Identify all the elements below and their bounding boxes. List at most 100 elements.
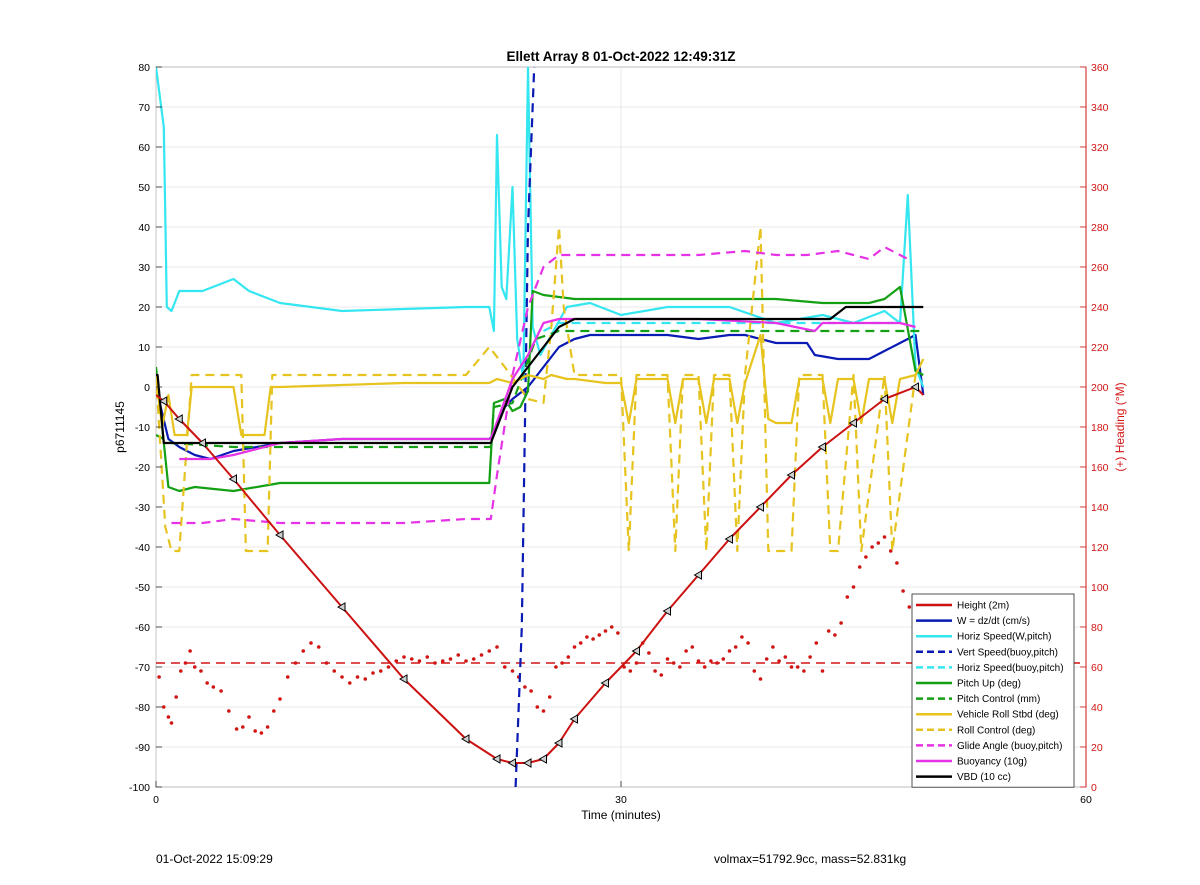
series-line — [542, 321, 900, 332]
heading-point — [166, 715, 171, 719]
heading-point — [174, 695, 178, 699]
height-marker — [817, 442, 826, 452]
heading-point — [727, 649, 732, 653]
heading-point — [316, 645, 321, 649]
height-marker — [879, 394, 888, 404]
tick-label-left: 40 — [138, 222, 150, 234]
height-marker — [693, 570, 702, 580]
height-marker — [848, 418, 857, 428]
height-marker — [569, 714, 578, 724]
tick-label-left: -20 — [135, 462, 150, 474]
tick-label-left: -50 — [135, 582, 150, 594]
tick-label-left: -60 — [135, 622, 150, 634]
heading-point — [219, 689, 223, 693]
heading-point — [179, 669, 183, 673]
heading-point — [495, 645, 499, 649]
heading-point — [309, 641, 313, 645]
legend-label: Height (2m) — [957, 601, 1009, 612]
tick-label-left: -40 — [135, 542, 150, 554]
heading-point — [247, 715, 251, 719]
height-marker — [174, 414, 183, 424]
heading-point — [355, 675, 360, 679]
heading-point — [301, 649, 306, 653]
heading-point — [603, 629, 608, 633]
heading-point — [448, 657, 453, 661]
heading-point — [845, 595, 850, 599]
heading-point — [578, 641, 583, 645]
height-marker — [507, 758, 516, 768]
heading-point — [227, 709, 231, 713]
heading-point — [839, 621, 843, 625]
heading-point — [471, 657, 476, 661]
heading-point — [487, 649, 492, 653]
heading-point — [702, 665, 707, 669]
heading-point — [409, 657, 414, 661]
heading-point — [278, 697, 282, 701]
heading-point — [696, 659, 701, 663]
heading-point — [857, 565, 862, 569]
heading-point — [851, 585, 856, 589]
heading-point — [340, 675, 344, 679]
height-marker — [600, 678, 609, 688]
heading-point — [647, 651, 651, 655]
heading-point — [535, 705, 540, 709]
heading-point — [820, 669, 825, 673]
heading-point — [259, 731, 264, 735]
heading-point — [440, 659, 445, 663]
series-line — [156, 329, 924, 449]
heading-point — [566, 655, 571, 659]
y-axis-label-left: p6711145 — [113, 401, 127, 453]
heading-point — [771, 645, 775, 649]
chart-title: Ellett Array 8 01-Oct-2022 12:49:31Z — [506, 49, 735, 64]
heading-point — [363, 677, 368, 681]
heading-point — [523, 685, 527, 689]
heading-point — [192, 665, 197, 669]
series-line — [156, 333, 925, 437]
x-axis-label: Time (minutes) — [581, 808, 661, 822]
series-line — [156, 225, 917, 553]
series-line — [156, 333, 925, 461]
heading-point — [585, 635, 589, 639]
tick-label-right: 40 — [1091, 702, 1103, 714]
footer-vehicle-info: volmax=51792.9cc, mass=52.831kg — [714, 852, 907, 866]
tick-label-right: 140 — [1091, 502, 1109, 514]
axes: 80706050403020100-10-20-30-40-50-60-70-8… — [129, 62, 1109, 806]
heading-point — [347, 681, 352, 685]
tick-label-right: 340 — [1091, 102, 1109, 114]
tick-label-left: -30 — [135, 502, 150, 514]
heading-point — [169, 721, 174, 725]
tick-label-right: 220 — [1091, 342, 1109, 354]
series-layer — [156, 67, 1086, 787]
legend-label: Horiz Speed(W,pitch) — [957, 632, 1051, 643]
heading-point — [332, 669, 337, 673]
heading-point — [479, 653, 484, 657]
heading-point — [464, 659, 468, 663]
heading-point — [678, 665, 682, 669]
footer-timestamp: 01-Oct-2022 15:09:29 — [156, 852, 273, 866]
heading-point — [758, 677, 763, 681]
tick-label-right: 200 — [1091, 382, 1109, 394]
heading-point — [241, 725, 245, 729]
heading-point — [882, 535, 887, 539]
heading-point — [895, 561, 899, 565]
height-marker — [491, 754, 501, 764]
heading-point — [378, 669, 383, 673]
tick-label-x: 30 — [615, 794, 627, 806]
heading-point — [572, 645, 577, 649]
tick-label-right: 300 — [1091, 182, 1109, 194]
tick-label-right: 60 — [1091, 662, 1103, 674]
height-marker — [228, 474, 237, 484]
heading-point — [665, 657, 670, 661]
heading-point — [888, 549, 893, 553]
series-line — [156, 285, 924, 493]
tick-label-left: 20 — [138, 302, 150, 314]
heading-point — [554, 665, 558, 669]
height-marker — [197, 438, 206, 448]
height-marker — [910, 382, 919, 392]
heading-point — [746, 641, 750, 645]
heading-point — [371, 671, 375, 675]
height-marker — [522, 758, 532, 768]
heading-point — [456, 653, 461, 657]
tick-label-left: 60 — [138, 142, 150, 154]
tick-label-right: 80 — [1091, 622, 1103, 634]
